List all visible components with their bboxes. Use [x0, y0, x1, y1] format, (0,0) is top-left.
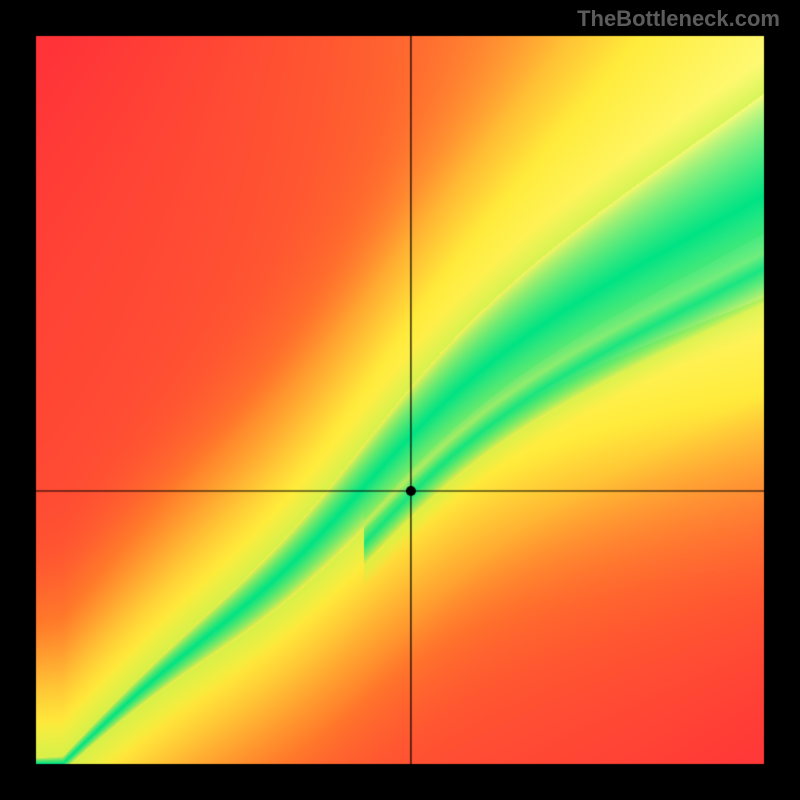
bottleneck-heatmap: [0, 0, 800, 800]
chart-container: TheBottleneck.com: [0, 0, 800, 800]
watermark-text: TheBottleneck.com: [577, 6, 780, 32]
